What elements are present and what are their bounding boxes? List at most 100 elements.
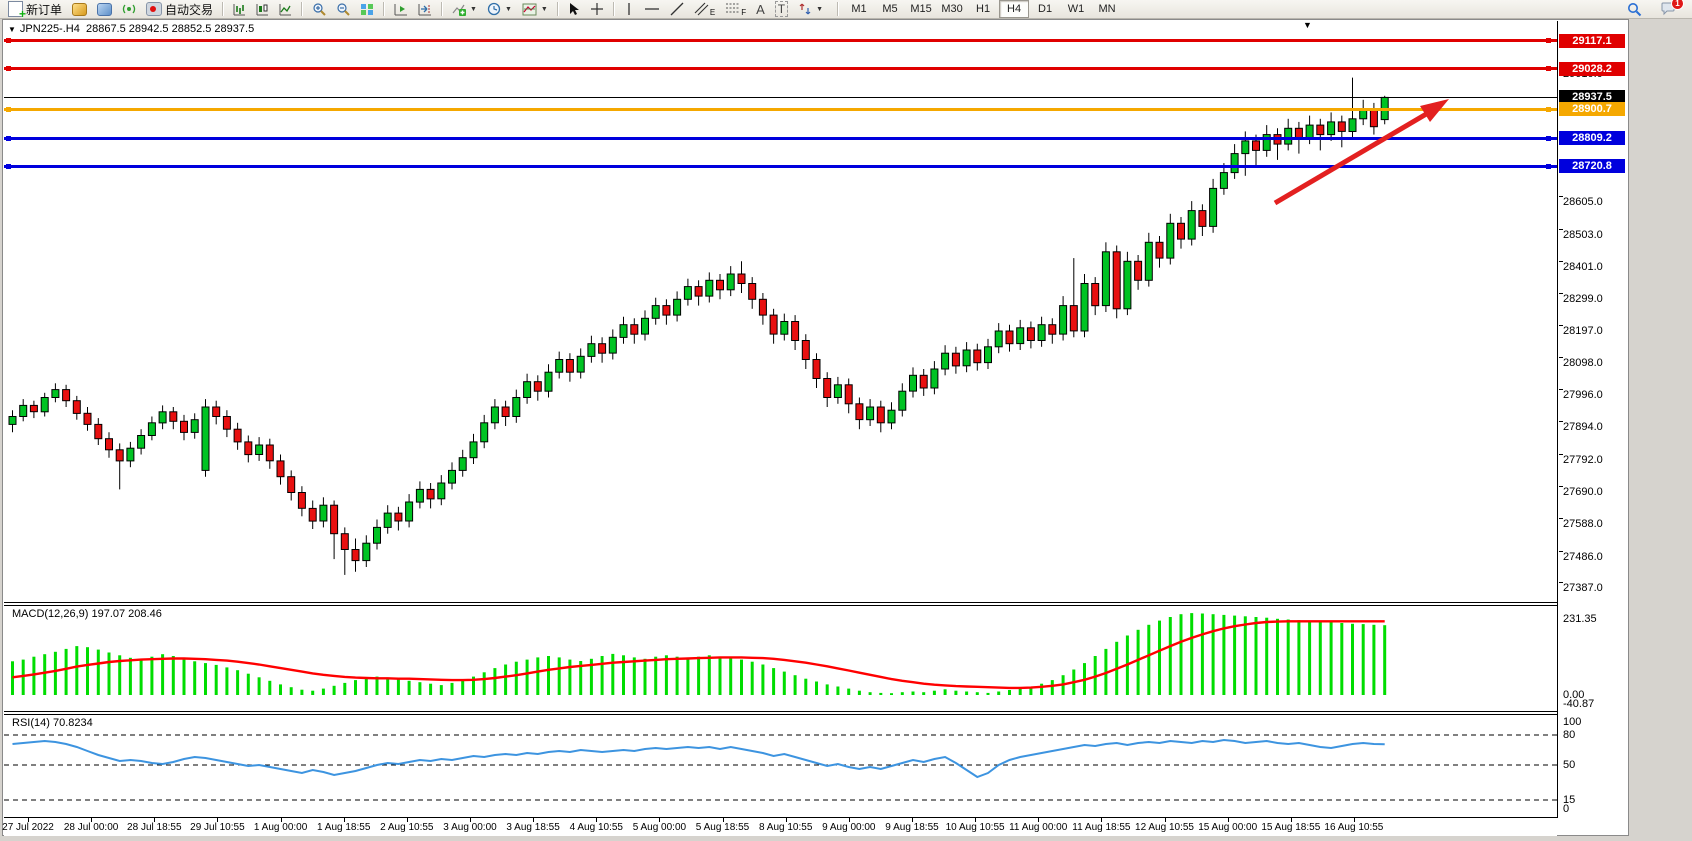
zoom-out-button[interactable] [332,0,354,19]
horizontal-line[interactable] [4,164,1557,168]
zoom-out-icon [337,3,350,16]
arrows-button[interactable]: ▼ [794,0,827,19]
horizontal-line[interactable] [4,39,1557,42]
line-handle[interactable] [1546,106,1551,112]
date-tick [848,818,850,822]
date-tick [470,818,471,822]
vertical-line-button[interactable] [620,0,638,19]
horizontal-line[interactable] [4,67,1557,71]
tf-m5[interactable]: M5 [882,3,898,15]
chevron-down-icon: ▼ [504,5,512,13]
price-axis-label: 28098.0 [1559,356,1603,369]
line-handle[interactable] [6,135,11,141]
price-axis-label: 28197.0 [1559,325,1603,337]
main-chart-plot[interactable] [4,21,1557,602]
rsi-axis-label: 80 [1563,729,1576,741]
rsi-axis-label: 0 [1563,802,1570,815]
chart-candles-button[interactable] [252,0,273,19]
tf-h4[interactable]: H4 [999,0,1030,18]
chevron-down-icon: ▼ [816,5,824,13]
price-axis-label: 27690.0 [1559,486,1603,498]
new-order-button[interactable]: + 新订单 [4,0,66,20]
tile-windows-icon [361,3,374,15]
rsi-axis-label: 100 [1563,716,1582,728]
date-label: 15 Aug 00:00 [1198,822,1258,833]
bottom-margin [0,836,1692,841]
market-watch-button[interactable] [93,0,116,19]
rsi-panel[interactable]: RSI(14) 70.8234 [4,715,1557,817]
line-handle[interactable] [6,38,11,43]
trend-arrow[interactable] [4,21,1557,602]
time-axis[interactable]: 27 Jul 2022 28 Jul 00:00 28 Jul 18:55 29 Ju… [2,818,1557,836]
trendline-button[interactable] [666,0,688,19]
fibonacci-icon [726,3,741,13]
chart-bars-button[interactable] [229,0,250,19]
date-tick [533,818,535,822]
date-label: 12 Aug 10:55 [1135,822,1194,833]
trendline-icon [670,2,684,16]
candlestick-plot[interactable] [4,21,1557,602]
horizontal-line[interactable] [4,107,1557,111]
tf-m1[interactable]: M1 [851,3,867,15]
price-badge: 28937.5 [1559,90,1625,105]
chart-line-button[interactable] [275,0,296,19]
price-axis-label: 27387.0 [1559,582,1603,594]
tf-m30[interactable]: M30 [941,3,963,15]
line-handle[interactable] [6,66,11,72]
tf-d1[interactable]: D1 [1038,3,1053,15]
price-badge: 28720.8 [1559,159,1625,173]
line-handle[interactable] [1546,66,1551,72]
line-handle[interactable] [1546,38,1551,43]
macd-plot[interactable] [4,606,1557,711]
line-handle[interactable] [6,106,11,112]
line-handle[interactable] [1546,163,1551,169]
horizontal-line[interactable] [4,96,1557,98]
chat-button[interactable]: 1 [1656,0,1684,19]
macd-axis-label: 231.35 [1563,613,1597,625]
horizontal-line[interactable] [4,136,1557,140]
line-handle[interactable] [1546,135,1551,141]
macd-panel[interactable]: MACD(12,26,9) 197.07 208.46 [4,606,1557,711]
chart-shift-button[interactable] [414,0,436,19]
horizontal-line-button[interactable] [640,0,664,19]
search-button[interactable] [1623,0,1646,19]
tf-w1[interactable]: W1 [1067,3,1085,15]
separator [383,2,386,16]
date-tick [343,818,345,822]
price-axis-label: 27588.0 [1559,518,1603,530]
profile-button[interactable] [68,0,91,19]
indicators-button[interactable]: ▼ [448,0,481,19]
indicators-icon [452,4,467,16]
cursor-button[interactable] [564,0,584,19]
autoscroll-button[interactable] [390,0,412,19]
date-tick [1038,818,1040,822]
text-button[interactable]: A [752,0,769,19]
tile-windows-button[interactable] [356,0,378,19]
panel-divider[interactable] [4,602,1628,606]
tf-h1[interactable]: H1 [976,3,991,15]
navigator-button[interactable] [118,0,140,19]
tf-mn[interactable]: MN [1098,3,1116,15]
text-label-button[interactable]: T [771,0,792,19]
symbol-dropdown-icon[interactable]: ▼ [8,25,16,34]
tf-m15[interactable]: M15 [910,3,932,15]
channel-button[interactable]: E [690,0,719,19]
line-handle[interactable] [6,163,11,169]
date-label: 11 Aug 18:55 [1072,822,1131,833]
chart-shift-marker[interactable]: ▼ [1303,20,1312,30]
rsi-plot[interactable] [4,715,1557,817]
panel-divider[interactable] [4,711,1628,715]
autotrading-icon [146,2,163,16]
autotrading-button[interactable]: 自动交易 [142,0,217,19]
periods-button[interactable]: ▼ [483,0,516,19]
date-tick [217,818,219,822]
price-axis[interactable]: 29117.1 29028.2 28937.5 28900.7 28809.2 28720… [1557,21,1628,818]
crosshair-button[interactable] [586,0,608,19]
date-tick [280,818,282,822]
text-tool-icon: A [756,1,765,17]
zoom-in-button[interactable] [308,0,330,19]
fibonacci-button[interactable]: F [721,0,750,19]
price-axis-label: 28299.0 [1559,293,1603,305]
templates-button[interactable]: ▼ [518,0,552,19]
date-tick [1290,818,1292,822]
